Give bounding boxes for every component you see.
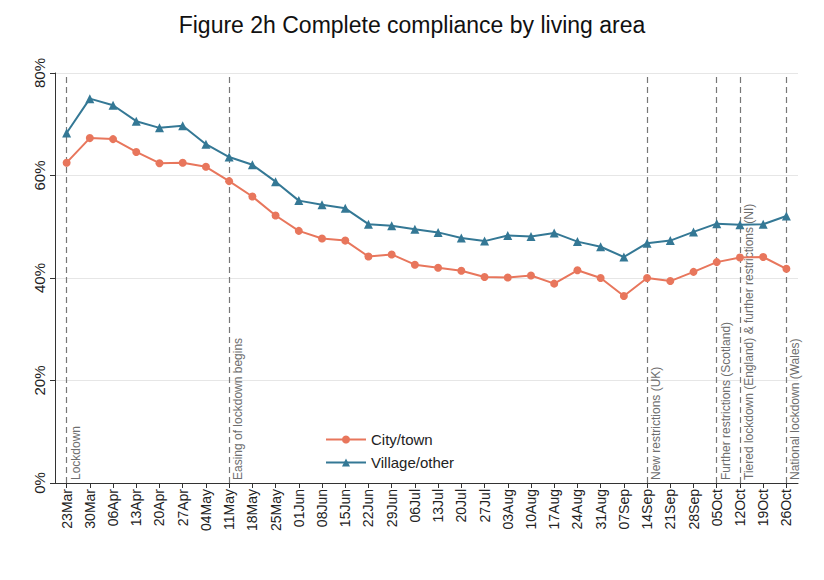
svg-text:13Apr: 13Apr [128,489,144,527]
svg-text:15Jun: 15Jun [337,489,353,527]
svg-text:National lockdown (Wales): National lockdown (Wales) [788,338,802,480]
svg-text:29Jun: 29Jun [384,489,400,527]
svg-text:30Mar: 30Mar [82,489,98,529]
svg-text:Village/other: Village/other [371,454,454,471]
svg-text:40%: 40% [31,263,48,293]
svg-text:Easing of lockdown begins: Easing of lockdown begins [231,338,245,480]
svg-text:24Aug: 24Aug [569,489,585,529]
svg-text:City/town: City/town [371,431,433,448]
svg-text:08Jun: 08Jun [314,489,330,527]
svg-text:26Oct: 26Oct [778,489,794,526]
svg-text:80%: 80% [31,58,48,88]
svg-text:22Jun: 22Jun [360,489,376,527]
svg-text:14Sep: 14Sep [639,489,655,530]
svg-text:06Apr: 06Apr [105,489,121,527]
svg-text:20Jul: 20Jul [453,489,469,522]
svg-text:20%: 20% [31,365,48,395]
svg-text:New restrictions (UK): New restrictions (UK) [649,367,663,480]
svg-text:23Mar: 23Mar [59,489,75,529]
svg-text:Further restrictions (Scotland: Further restrictions (Scotland) [719,322,733,480]
svg-text:17Aug: 17Aug [546,489,562,529]
svg-text:12Oct: 12Oct [732,489,748,526]
svg-text:21Sep: 21Sep [662,489,678,530]
svg-text:27Jul: 27Jul [477,489,493,522]
svg-text:31Aug: 31Aug [593,489,609,529]
svg-text:Lockdown: Lockdown [69,426,83,480]
svg-text:18May: 18May [244,489,260,531]
svg-text:Tiered lockdown (England) & fu: Tiered lockdown (England) & further rest… [742,204,756,480]
svg-text:60%: 60% [31,160,48,190]
svg-text:0%: 0% [31,472,48,494]
svg-text:27Apr: 27Apr [175,489,191,527]
svg-text:06Jul: 06Jul [407,489,423,522]
svg-text:28Sep: 28Sep [686,489,702,530]
svg-text:20Apr: 20Apr [151,489,167,527]
svg-text:07Sep: 07Sep [616,489,632,530]
svg-text:04May: 04May [198,489,214,531]
svg-text:25May: 25May [268,489,284,531]
svg-text:13Jul: 13Jul [430,489,446,522]
svg-text:01Jun: 01Jun [291,489,307,527]
svg-text:Figure 2h Complete compliance: Figure 2h Complete compliance by living … [179,12,646,38]
svg-text:05Oct: 05Oct [709,489,725,526]
svg-text:03Aug: 03Aug [500,489,516,529]
svg-text:10Aug: 10Aug [523,489,539,529]
svg-text:19Oct: 19Oct [755,489,771,526]
svg-text:11May: 11May [221,489,237,530]
